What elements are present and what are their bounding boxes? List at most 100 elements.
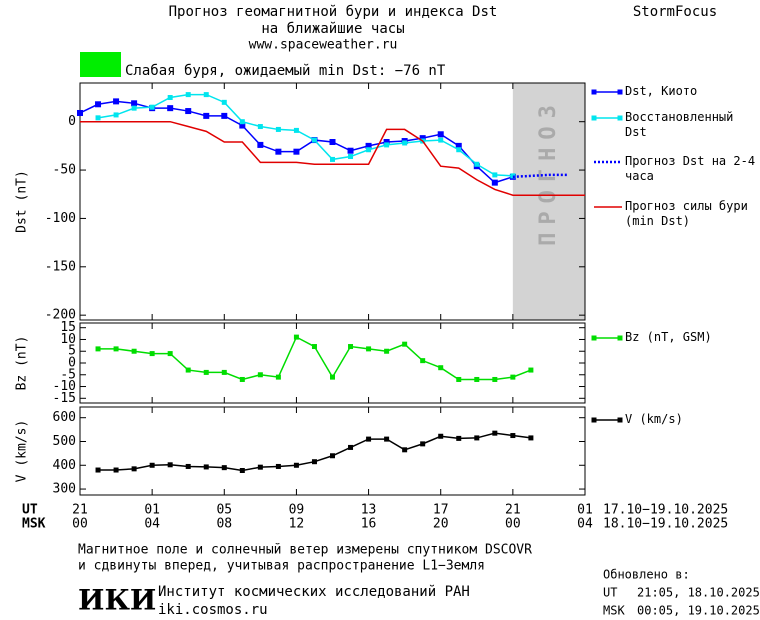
y-tick-label: -150	[45, 259, 76, 274]
y-tick-label: -100	[45, 211, 76, 226]
data-point	[275, 463, 281, 469]
data-point	[384, 348, 390, 354]
y-tick-label: -50	[53, 163, 76, 178]
x-tick-label: 08	[216, 517, 232, 532]
data-point	[384, 142, 390, 148]
x-tick-label: 05	[216, 503, 232, 518]
x-tick-label: 17	[433, 503, 449, 518]
y-tick-label: 10	[60, 332, 76, 347]
data-point	[239, 376, 245, 382]
forecast-label: ПРОГНОЗ	[536, 97, 561, 246]
updated-zone: MSK	[603, 604, 625, 618]
data-point	[77, 109, 83, 116]
data-point	[366, 436, 372, 442]
legend-label: Восстановленный Dst	[625, 110, 734, 139]
data-point	[492, 430, 498, 436]
plot-frame	[79, 406, 586, 496]
data-point	[131, 100, 138, 107]
data-point	[384, 436, 390, 442]
data-point	[257, 124, 263, 130]
brand: StormFocus	[633, 4, 717, 20]
data-point	[95, 346, 101, 352]
y-tick-label: 0	[68, 114, 76, 129]
y-axis-label: Bz (nT)	[15, 336, 30, 391]
data-point	[293, 334, 299, 340]
y-tick-label: -10	[53, 379, 76, 394]
data-point	[311, 459, 317, 465]
y-tick-label: 5	[68, 344, 76, 359]
data-point	[348, 344, 354, 350]
legend-marker	[617, 335, 623, 341]
plot-frame	[79, 322, 586, 404]
data-point	[438, 365, 444, 371]
x-tick-label: 01	[144, 503, 160, 518]
data-point	[510, 433, 516, 439]
data-point	[438, 137, 444, 143]
data-point	[113, 112, 119, 118]
data-point	[221, 369, 227, 375]
series-line	[512, 173, 567, 179]
site: www.spaceweather.ru	[249, 38, 398, 53]
data-point	[347, 147, 354, 154]
data-point	[185, 92, 191, 98]
forecast-band	[512, 83, 585, 320]
data-point	[221, 465, 227, 471]
data-point	[149, 462, 155, 468]
y-tick-label: 600	[53, 410, 76, 425]
legend-marker	[591, 417, 597, 423]
data-point	[456, 376, 462, 382]
data-point	[455, 142, 462, 149]
data-point	[420, 441, 426, 447]
data-point	[402, 140, 408, 146]
x-tick-label: 20	[433, 517, 449, 532]
date-range: 18.10−19.10.2025	[603, 517, 728, 532]
x-tick-label: 21	[505, 503, 521, 518]
data-point	[528, 435, 534, 441]
data-point	[203, 92, 209, 98]
series-line	[80, 120, 585, 196]
data-point	[510, 374, 516, 380]
data-point	[149, 104, 155, 110]
y-axis-label: Dst (nT)	[15, 170, 30, 233]
y-axis-label: V (km/s)	[15, 420, 30, 483]
x-tick-label: 13	[361, 503, 377, 518]
data-point	[474, 435, 480, 441]
y-tick-label: 400	[53, 458, 76, 473]
legend-label: Прогноз силы бури (min Dst)	[625, 199, 748, 228]
data-point	[257, 372, 263, 378]
data-point	[366, 346, 372, 352]
data-point	[185, 108, 192, 115]
data-point	[131, 105, 137, 111]
data-point	[203, 112, 210, 119]
legend-marker	[617, 417, 623, 423]
data-point	[329, 139, 336, 146]
data-point	[491, 179, 498, 186]
data-point	[419, 135, 426, 142]
x-tick-label: 21	[72, 503, 88, 518]
logo: ИКИ	[78, 584, 156, 617]
series-line	[97, 93, 513, 177]
data-point	[402, 341, 408, 347]
footer-note: и сдвинуты вперед, учитывая распростране…	[78, 559, 485, 574]
data-point	[149, 351, 155, 357]
data-point	[167, 351, 173, 357]
data-point	[167, 462, 173, 468]
banner-text: Слабая буря, ожидаемый min Dst: −76 nT	[125, 63, 446, 79]
legend-label: Прогноз Dst на 2-4 часа	[625, 154, 756, 183]
y-tick-label: 15	[60, 320, 76, 335]
data-point	[203, 464, 209, 470]
data-point	[293, 127, 299, 133]
data-point	[402, 447, 408, 453]
data-point	[275, 374, 281, 380]
data-point	[348, 154, 354, 160]
y-tick-label: 500	[53, 434, 76, 449]
data-point	[239, 468, 245, 474]
data-point	[167, 95, 173, 101]
institute: Институт космических исследований РАН	[158, 584, 470, 600]
data-point	[474, 376, 480, 382]
data-point	[221, 99, 227, 105]
series-line	[98, 432, 531, 472]
data-point	[239, 119, 245, 125]
updated-time: 21:05, 18.10.2025	[637, 586, 760, 600]
data-point	[275, 126, 281, 132]
